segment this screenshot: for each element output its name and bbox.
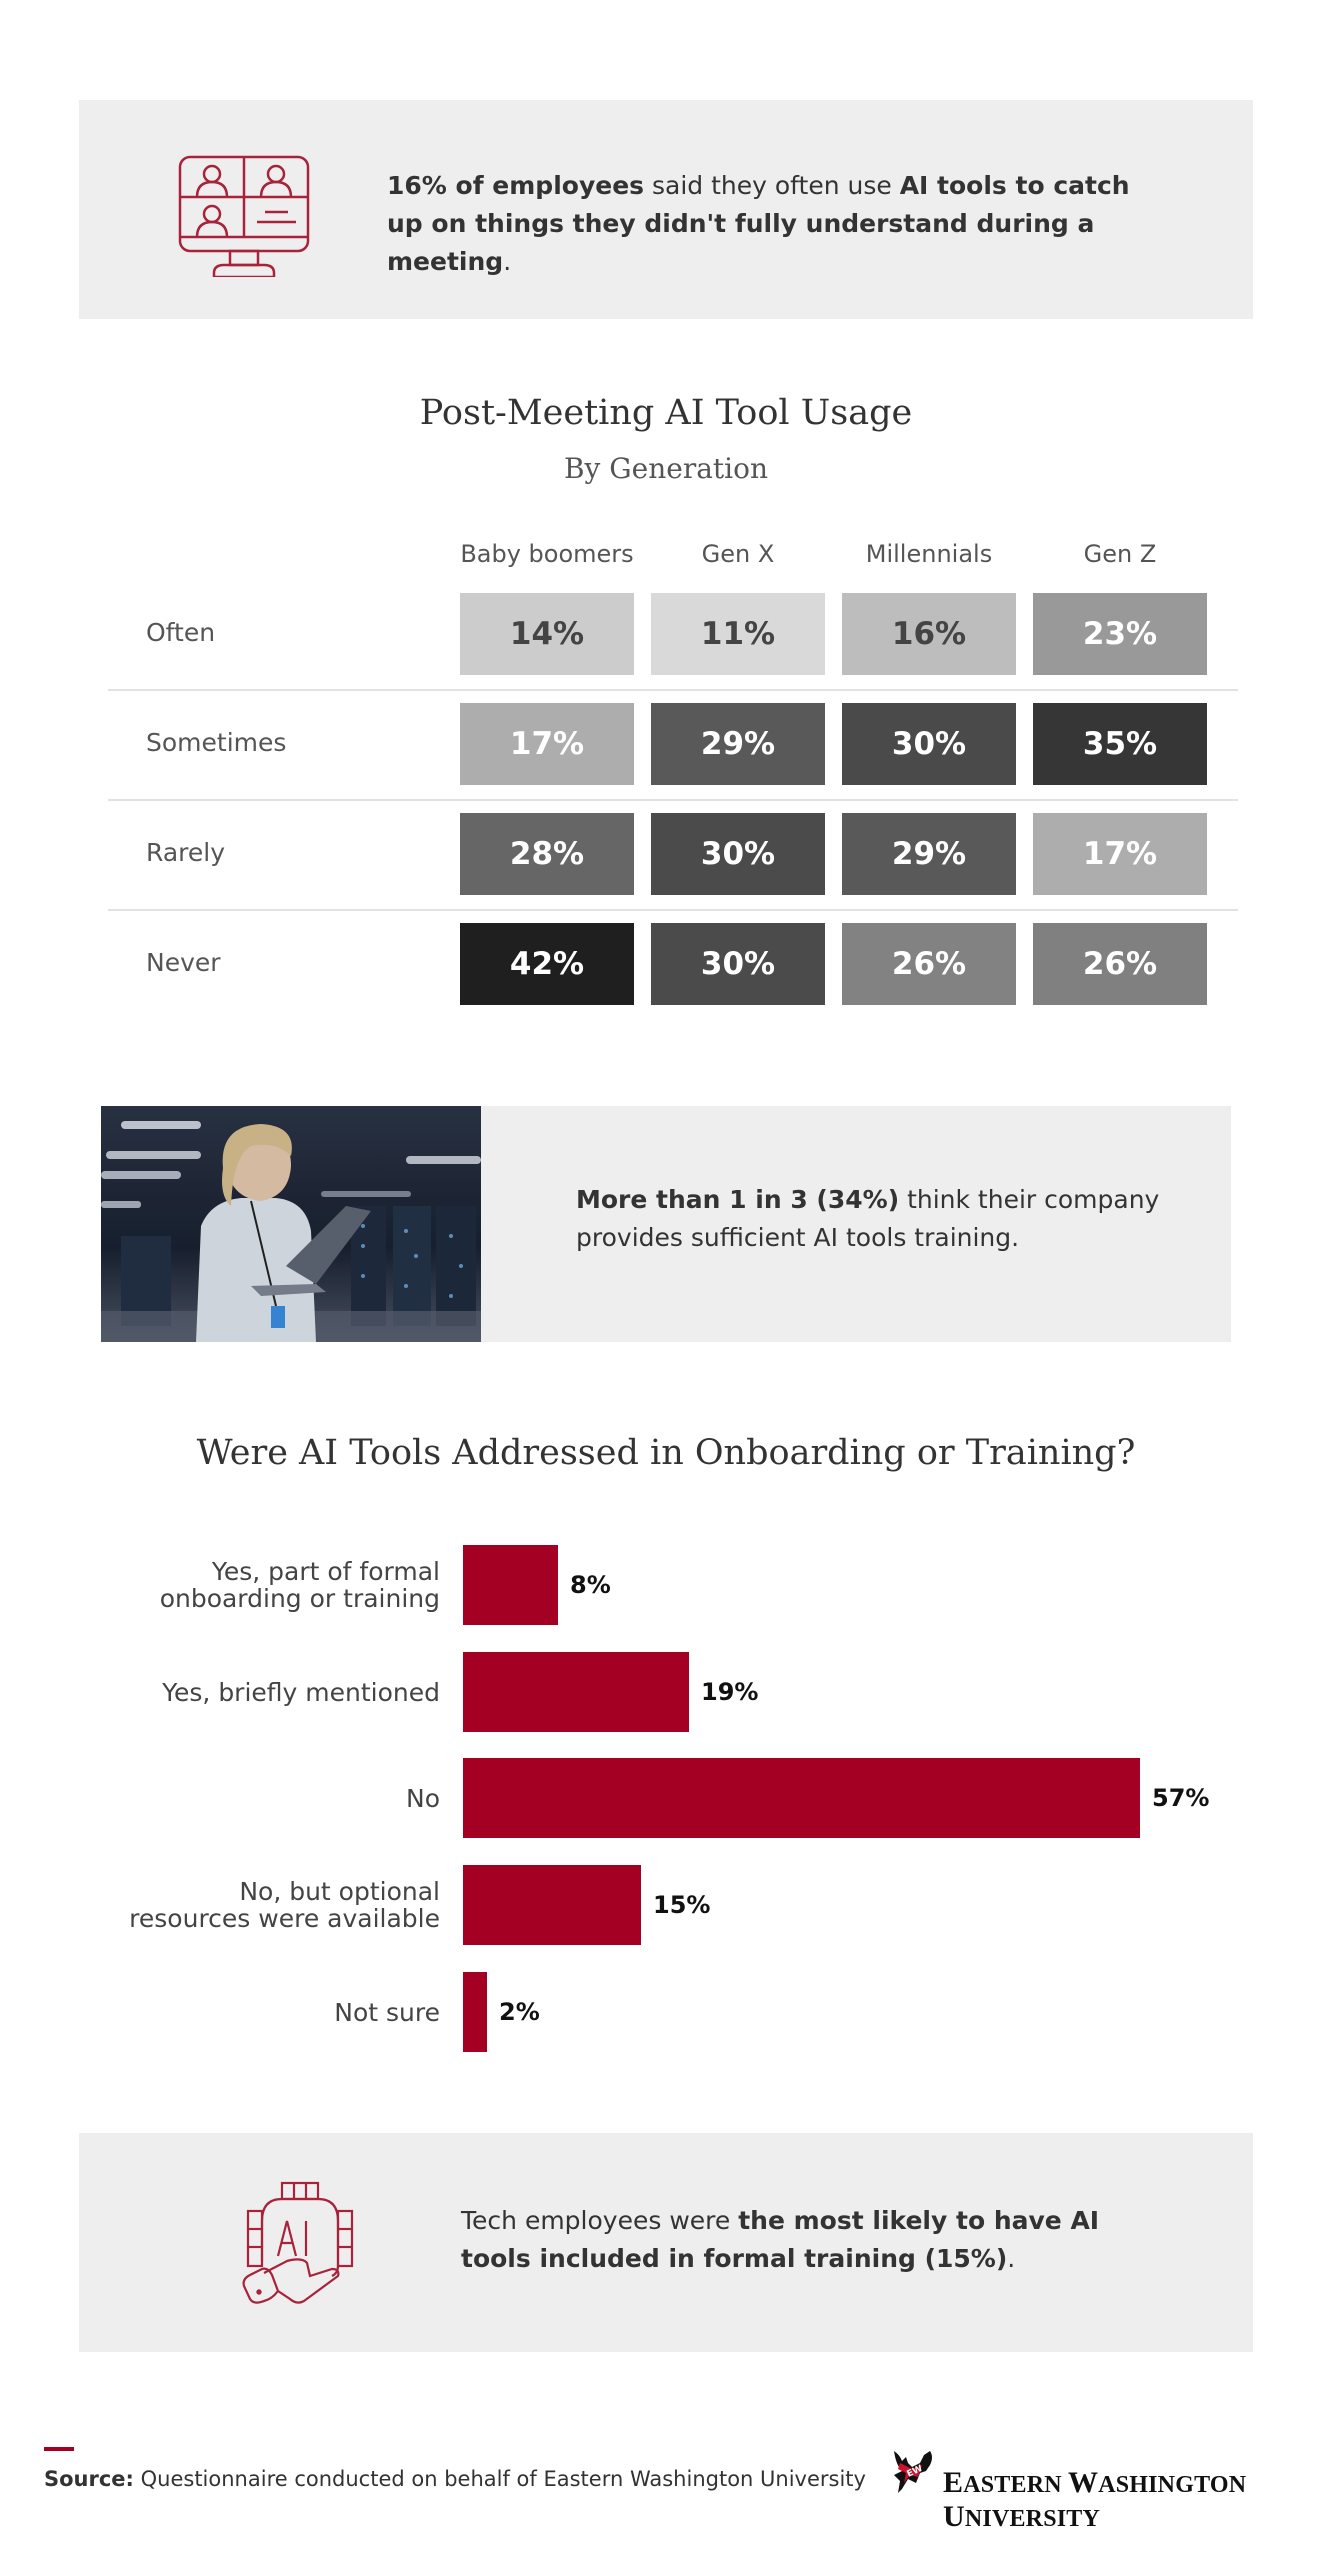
bar-label-line: onboarding or training [159,1584,440,1613]
bar [463,1545,558,1625]
bar-category-text: No, but optional resources were available [129,1878,440,1932]
heatmap-subtitle: By Generation [563,452,768,485]
source-note: Source: Questionnaire conducted on behal… [44,2467,866,2491]
callout-tech-employees: Tech employees were the most likely to h… [79,2133,1253,2352]
bar-value-label: 19% [701,1678,759,1706]
eastern-washington-university-logo: EASTERN WASHINGTON UNIVERSITY [943,2466,1332,2534]
footer-accent-rule [44,2447,74,2451]
bar-value-label: 15% [653,1891,711,1919]
bar-category-label: Not sure [334,1972,440,2052]
heatmap-cell: 29% [651,703,825,785]
bar-label-line: resources were available [129,1904,440,1933]
callout-training-text: More than 1 in 3 (34%) think their compa… [576,1181,1176,1257]
bar-category-label: No, but optional resources were available [129,1865,440,1945]
video-conference-monitor-icon [178,155,310,277]
bar [463,1652,689,1732]
row-label-never: Never [146,948,221,977]
heatmap-cell: 42% [460,923,634,1005]
bar-label-line: Yes, briefly mentioned [162,1677,440,1707]
bar-category-text: Not sure [334,1999,440,2026]
heatmap-title: Post-Meeting AI Tool Usage [419,393,913,433]
bar-label-line: No [406,1783,440,1813]
bar-value-label: 8% [570,1571,611,1599]
ai-chip-in-hand-icon [242,2181,354,2304]
heatmap-cell: 30% [842,703,1016,785]
bar-category-text: No [406,1785,440,1812]
heatmap-cell: 30% [651,813,825,895]
row-divider [108,909,1238,911]
heatmap-cell: 29% [842,813,1016,895]
bar-category-label: Yes, part of formal onboarding or trainin… [160,1545,440,1625]
column-header-gen-z: Gen Z [1083,540,1157,568]
heatmap-cell: 16% [842,593,1016,675]
heatmap-cell: 23% [1033,593,1207,675]
logo-word: ASHINGTON [1098,2472,1247,2498]
heatmap-cell: 26% [842,923,1016,1005]
heatmap-cell: 17% [1033,813,1207,895]
photo-illustration [101,1106,481,1342]
source-label: Source: [44,2467,134,2491]
column-header-millennials: Millennials [865,540,993,568]
bar-value-label: 2% [499,1998,540,2026]
callout-bold-phrase: the most likely to have AI tools include… [461,2206,1100,2273]
callout-tech-text: Tech employees were the most likely to h… [461,2202,1121,2278]
bar [463,1758,1140,1838]
callout-bold-stat: 16% of employees [387,171,645,200]
callout-text-end: . [503,247,512,276]
column-header-gen-x: Gen X [701,540,775,568]
bar-category-label: Yes, briefly mentioned [162,1652,440,1732]
column-header-baby-boomers: Baby boomers [460,540,634,568]
bar-chart-title: Were AI Tools Addressed in Onboarding or… [196,1433,1136,1473]
bar-label-line: No, but optional [239,1877,440,1906]
callout-meeting-catchup: 16% of employees said they often use AI … [79,100,1253,319]
eagle-logo-icon: EW [894,2451,932,2493]
row-divider [108,689,1238,691]
woman-with-laptop-in-server-room-photo [101,1106,481,1342]
heatmap-cell: 26% [1033,923,1207,1005]
heatmap-cell: 35% [1033,703,1207,785]
callout-bold-stat: More than 1 in 3 (34%) [576,1185,900,1214]
heatmap-cell: 28% [460,813,634,895]
callout-text-end: . [1007,2244,1016,2273]
bar-category-label: No [406,1758,440,1838]
logo-letter: W [1067,2466,1099,2499]
bar [463,1972,487,2052]
row-label-rarely: Rarely [146,838,225,867]
callout-meeting-text: 16% of employees said they often use AI … [387,167,1167,281]
heatmap-cell: 14% [460,593,634,675]
callout-bold-phrase: AI tools to catch up on things they didn… [387,171,1130,276]
heatmap-cell: 11% [651,593,825,675]
callout-text-part: said they often use [644,171,900,200]
row-divider [108,799,1238,801]
bar-value-label: 57% [1152,1784,1210,1812]
bar-label-line: Not sure [334,1997,440,2027]
heatmap-cell: 17% [460,703,634,785]
logo-letter: E [943,2466,964,2499]
logo-word: NIVERSITY [964,2506,1101,2532]
bar-category-text: Yes, part of formal onboarding or trainin… [160,1558,440,1612]
bar [463,1865,641,1945]
row-label-sometimes: Sometimes [146,728,287,757]
logo-word: ASTERN [963,2472,1068,2498]
row-label-often: Often [146,618,216,647]
logo-letter: U [943,2500,965,2533]
bar-category-text: Yes, briefly mentioned [162,1679,440,1706]
callout-text-part: think their company provides sufficient … [576,1185,1160,1252]
callout-text-part: Tech employees were [461,2206,739,2235]
bar-label-line: Yes, part of formal [211,1557,440,1586]
heatmap-cell: 30% [651,923,825,1005]
source-text: Questionnaire conducted on behalf of Eas… [133,2467,866,2491]
